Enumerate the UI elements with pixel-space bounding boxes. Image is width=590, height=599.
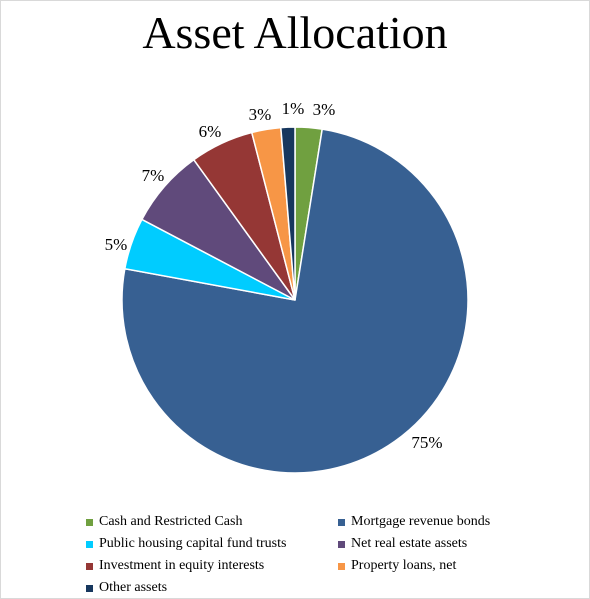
legend-item: Mortgage revenue bonds (338, 512, 558, 532)
data-label-1: 75% (411, 433, 442, 452)
legend-item: Public housing capital fund trusts (86, 534, 338, 554)
legend-label: Property loans, net (351, 558, 457, 573)
legend-item: Cash and Restricted Cash (86, 512, 338, 532)
legend-item: Other assets (86, 578, 338, 598)
legend-swatch (338, 562, 345, 570)
legend: Cash and Restricted Cash Mortgage revenue… (86, 512, 566, 598)
legend-label: Mortgage revenue bonds (351, 514, 491, 529)
data-label-0: 3% (313, 100, 336, 119)
legend-label: Net real estate assets (351, 536, 468, 551)
data-label-3: 7% (142, 166, 165, 185)
legend-item: Investment in equity interests (86, 556, 338, 576)
data-label-2: 5% (105, 235, 128, 254)
data-label-4: 6% (199, 122, 222, 141)
legend-swatch (86, 562, 93, 570)
legend-item: Net real estate assets (338, 534, 558, 554)
legend-label: Cash and Restricted Cash (99, 514, 243, 529)
legend-label: Other assets (99, 580, 168, 595)
data-label-6: 1% (282, 99, 305, 118)
legend-swatch (86, 540, 93, 548)
legend-item: Property loans, net (338, 556, 558, 576)
legend-swatch (338, 518, 345, 526)
legend-swatch (86, 518, 93, 526)
pie-slice-1 (121, 128, 469, 474)
legend-swatch (86, 584, 93, 592)
pie-slice-6 (280, 126, 296, 301)
data-label-5: 3% (249, 105, 272, 124)
legend-label: Public housing capital fund trusts (99, 536, 287, 551)
legend-label: Investment in equity interests (99, 558, 265, 573)
chart-title: Asset Allocation (142, 7, 448, 58)
legend-swatch (338, 540, 345, 548)
